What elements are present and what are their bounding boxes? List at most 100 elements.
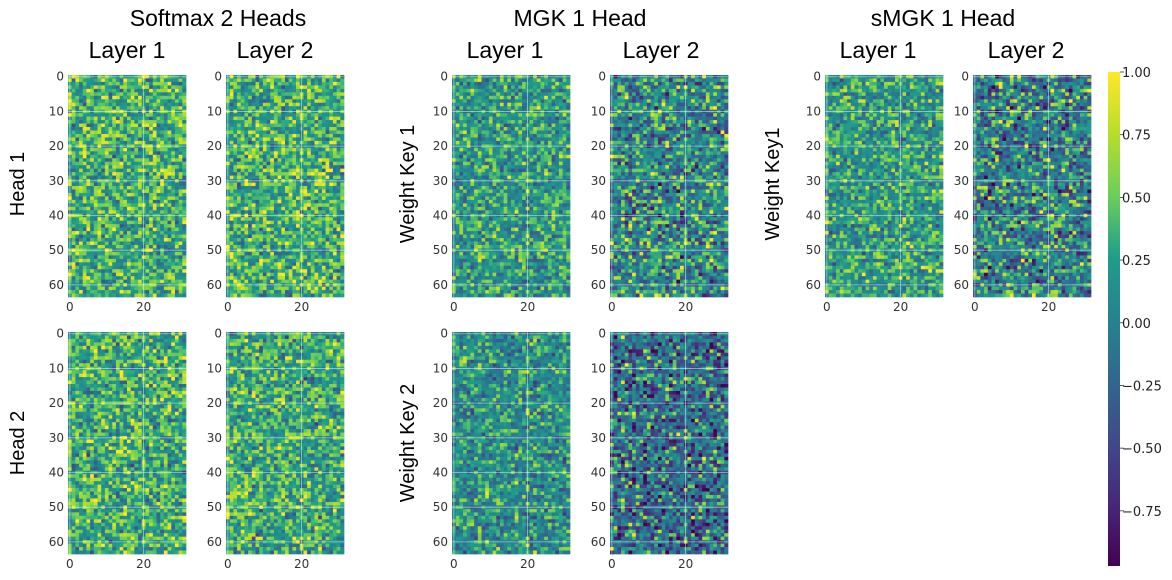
heatmap-cell [240,154,245,159]
heatmap-cell [82,88,87,93]
heatmap-cell [79,147,84,152]
heatmap-cell [303,106,308,111]
heatmap-cell [229,154,234,159]
heatmap-cell [270,255,275,260]
heatmap-cell [138,373,143,378]
heatmap-cell [329,137,334,142]
heatmap-cell [149,415,154,420]
heatmap-cell [321,189,326,194]
heatmap-cell [233,258,238,263]
heatmap-cell [75,384,80,388]
heatmap-cell [104,92,109,97]
heatmap-cell [307,262,312,267]
heatmap-cell [167,127,172,131]
heatmap-cell [281,154,286,159]
heatmap-cell [82,182,87,187]
heatmap-cell [160,251,165,256]
heatmap-cell [270,130,275,135]
heatmap-cell [321,234,326,239]
heatmap-cell [75,397,80,402]
heatmap-cell [310,168,315,173]
heatmap-cell [119,286,124,291]
heatmap-cell [255,140,260,145]
heatmap-cell [112,335,117,340]
heatmap-cell [82,415,87,420]
heatmap-cell [108,78,113,83]
heatmap-cell [108,335,113,340]
heatmap-cell [174,258,179,263]
heatmap-cell [115,81,120,86]
heatmap-cell [101,199,106,204]
heatmap-cell [75,151,80,156]
heatmap-cell [86,151,91,156]
heatmap-cell [134,234,139,239]
heatmap-cell [233,172,238,176]
heatmap-cell [104,380,109,385]
heatmap-cell [259,95,264,100]
heatmap-cell [71,342,76,347]
heatmap-cell [134,151,139,156]
heatmap-cell [130,123,135,128]
heatmap-cell [259,199,264,204]
heatmap-cell [71,390,76,395]
heatmap-cell [288,133,293,138]
heatmap-cell [336,168,341,173]
heatmap-cell [104,165,109,170]
y-tick-label: 10 [207,104,222,118]
heatmap-cell [93,227,98,232]
heatmap-cell [248,286,253,291]
heatmap-cell [182,255,187,260]
heatmap-cell [273,130,278,135]
heatmap-cell [307,227,312,232]
heatmap-cell [163,120,168,124]
heatmap-cell [167,279,172,284]
heatmap-cell [296,231,301,235]
heatmap-cell [270,206,275,211]
heatmap-cell [115,290,120,294]
heatmap-cell [240,272,245,277]
heatmap-cell [123,380,128,385]
heatmap-cell [281,255,286,260]
heatmap-cell [266,161,271,166]
heatmap-cell [112,168,117,173]
heatmap-cell [130,217,135,222]
heatmap-cell [285,234,290,239]
heatmap-cell [318,272,323,277]
heatmap-cell [93,293,98,298]
heatmap-cell [332,120,337,124]
heatmap-cell [152,255,157,260]
heatmap-cell [303,189,308,194]
heatmap-cell [90,422,95,427]
heatmap-cell [104,418,109,423]
heatmap-cell [112,140,117,145]
heatmap-cell [152,390,157,395]
heatmap-cell [90,182,95,187]
heatmap-cell [71,130,76,135]
heatmap-cell [75,113,80,117]
heatmap-cell [171,352,176,357]
heatmap-cell [123,161,128,166]
heatmap-cell [292,265,297,270]
heatmap-cell [273,95,278,100]
heatmap-cell [145,88,150,93]
heatmap-cell [163,81,168,86]
heatmap-cell [237,165,242,170]
heatmap-cell [145,189,150,194]
heatmap-cell [75,123,80,128]
heatmap-cell [160,116,165,121]
heatmap-cell [82,359,87,364]
heatmap-cell [123,123,128,128]
heatmap-cell [281,290,286,294]
heatmap-cell [259,244,264,249]
heatmap-cell [112,422,117,427]
heatmap-cell [182,120,187,124]
heatmap-cell [115,140,120,145]
heatmap-cell [229,276,234,281]
heatmap-cell [240,123,245,128]
heatmap-cell [145,196,150,201]
heatmap-cell [152,206,157,211]
group-title-mgk: MGK 1 Head [514,5,647,31]
heatmap-cell [314,203,319,208]
heatmap-cell [237,224,242,228]
heatmap-cell [329,262,334,267]
